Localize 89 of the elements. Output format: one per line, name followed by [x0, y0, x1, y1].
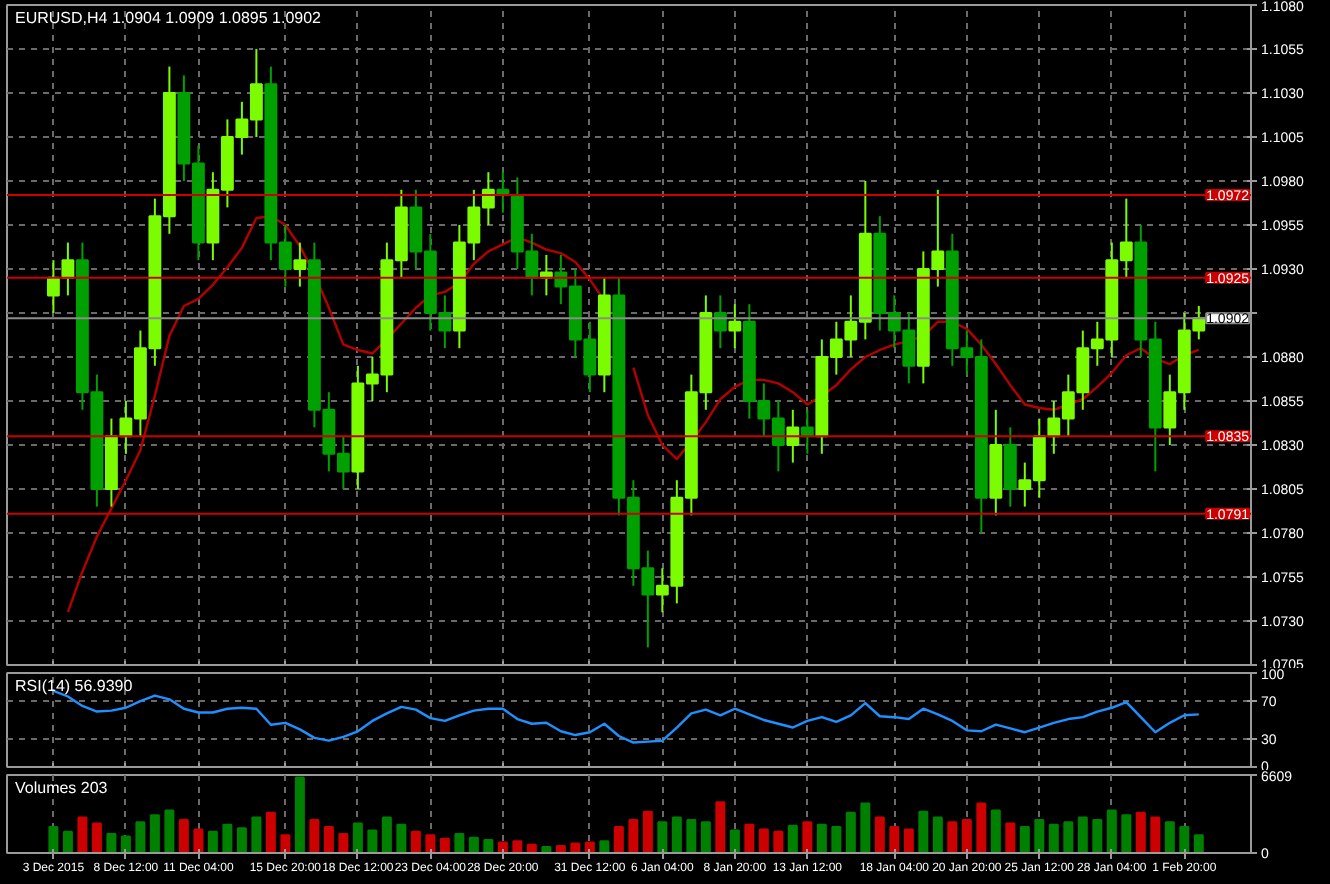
bar: [1179, 826, 1190, 853]
bar: [1135, 811, 1146, 853]
bar: [193, 828, 204, 853]
bar: [280, 834, 291, 853]
bar: [410, 830, 421, 853]
bar: [642, 810, 653, 853]
bar: [918, 810, 929, 853]
bar: [744, 823, 755, 853]
bar: [657, 821, 668, 853]
bar: [613, 826, 624, 853]
bar: [831, 826, 842, 853]
bar: [860, 802, 871, 853]
bar: [207, 830, 218, 853]
bar: [671, 816, 682, 853]
chart-title: EURUSD,H4 1.0904 1.0909 1.0895 1.0902: [15, 9, 323, 27]
bar: [1164, 821, 1175, 853]
chart-title: RSI(14) 56.9390: [15, 677, 134, 695]
candlestick: [1003, 426, 1017, 508]
bar: [526, 843, 537, 853]
bar: [178, 818, 189, 853]
bar: [932, 816, 943, 853]
bar: [439, 837, 450, 853]
bar: [338, 833, 349, 853]
bar: [497, 841, 508, 853]
bar: [367, 829, 378, 853]
bar: [294, 776, 305, 853]
bar: [903, 828, 914, 853]
candlestick: [786, 408, 800, 464]
bar: [700, 821, 711, 853]
bar: [91, 822, 102, 853]
bar: [352, 822, 363, 853]
bar: [686, 818, 697, 853]
bar: [599, 840, 610, 853]
candlestick: [728, 303, 742, 350]
bar: [787, 824, 798, 853]
bar: [947, 821, 958, 853]
bar: [265, 811, 276, 853]
bar: [889, 826, 900, 853]
candlestick: [713, 294, 727, 350]
bar: [48, 826, 59, 853]
bar: [468, 836, 479, 853]
chart-title: Volumes 203: [15, 779, 109, 797]
bar: [381, 816, 392, 853]
bar: [990, 809, 1001, 853]
bar: [106, 833, 117, 853]
bar: [251, 816, 262, 853]
bar: [628, 818, 639, 853]
bar: [845, 811, 856, 853]
bar: [1150, 816, 1161, 853]
bar: [758, 828, 769, 853]
bar: [976, 802, 987, 853]
bar: [164, 809, 175, 853]
bar: [512, 840, 523, 853]
bar: [541, 846, 552, 853]
candlestick: [61, 241, 75, 297]
bar: [77, 816, 88, 853]
bar: [425, 834, 436, 853]
bar: [555, 844, 566, 853]
bar: [773, 830, 784, 853]
bar: [323, 826, 334, 853]
bar: [309, 818, 320, 853]
bar: [1121, 814, 1132, 853]
bar: [135, 821, 146, 853]
bar: [1193, 834, 1204, 853]
bar: [1077, 816, 1088, 853]
bar: [120, 835, 131, 853]
bar: [1005, 822, 1016, 853]
bar: [816, 823, 827, 853]
bar: [584, 841, 595, 853]
bar: [961, 818, 972, 853]
bar: [1106, 809, 1117, 853]
bar: [874, 816, 885, 853]
bar: [222, 823, 233, 853]
bar: [1019, 826, 1030, 853]
bar: [802, 821, 813, 853]
bar: [1063, 821, 1074, 853]
bar: [729, 829, 740, 853]
bar: [62, 830, 73, 853]
bar: [454, 833, 465, 853]
bar: [1034, 818, 1045, 853]
bar: [149, 814, 160, 853]
bar: [570, 842, 581, 853]
bar: [483, 839, 494, 853]
bar: [1048, 823, 1059, 853]
bar: [236, 827, 247, 853]
bar: [1092, 818, 1103, 853]
bar: [396, 823, 407, 853]
bar: [715, 801, 726, 853]
candlestick: [293, 241, 307, 288]
